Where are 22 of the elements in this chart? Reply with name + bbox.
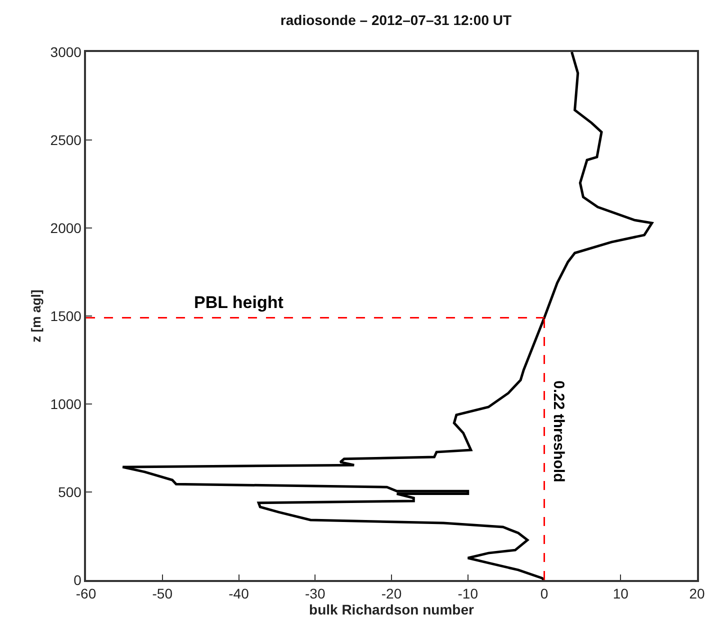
x-tick-label: -30 [305, 586, 326, 602]
x-tick-label: 20 [689, 586, 705, 602]
y-tick-label: 1000 [50, 396, 82, 412]
x-tick-label: -60 [76, 586, 96, 602]
y-tick-label: 500 [58, 484, 82, 500]
y-tick-label: 2500 [50, 132, 82, 148]
ref-line-label: PBL height [194, 293, 284, 312]
chart-title: radiosonde – 2012–07–31 12:00 UT [280, 12, 512, 28]
x-tick-label: -40 [228, 586, 250, 602]
y-tick-label: 2000 [50, 220, 82, 236]
x-tick-label: -50 [152, 586, 173, 602]
y-tick-label: 3000 [50, 44, 82, 60]
x-axis-title: bulk Richardson number [309, 602, 474, 618]
ref-line-label: 0.22 threshold [550, 380, 568, 482]
y-tick-label: 0 [74, 572, 82, 588]
x-tick-label: -10 [458, 586, 478, 602]
x-tick-label: 0 [540, 586, 548, 602]
x-tick-label: -20 [381, 586, 402, 602]
x-tick-label: 10 [612, 586, 629, 602]
y-axis-title: z [m agl] [28, 290, 44, 342]
y-tick-label: 1500 [50, 308, 82, 324]
line-series [121, 52, 654, 580]
